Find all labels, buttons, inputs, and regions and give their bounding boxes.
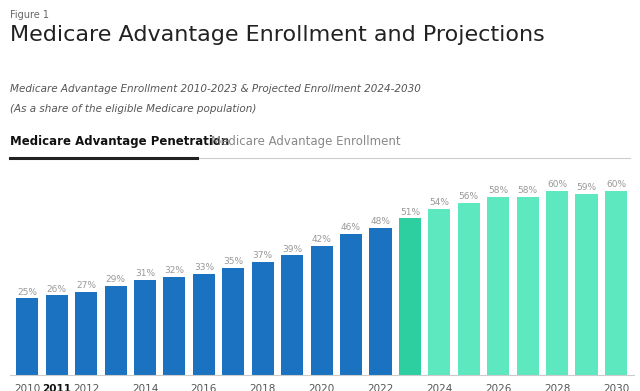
Text: (As a share of the eligible Medicare population): (As a share of the eligible Medicare pop…: [10, 104, 256, 114]
Text: Figure 1: Figure 1: [10, 10, 49, 20]
Text: 27%: 27%: [76, 282, 96, 291]
Text: 46%: 46%: [341, 223, 361, 232]
Text: 26%: 26%: [47, 285, 67, 294]
Text: 54%: 54%: [429, 198, 449, 207]
Bar: [163, 277, 186, 375]
Text: Medicare Advantage Enrollment 2010-2023 & Projected Enrollment 2024-2030: Medicare Advantage Enrollment 2010-2023 …: [10, 84, 420, 94]
Bar: [252, 262, 274, 375]
Bar: [310, 246, 333, 375]
Text: 60%: 60%: [606, 180, 626, 189]
Bar: [16, 298, 38, 375]
Text: 37%: 37%: [253, 251, 273, 260]
Bar: [487, 197, 509, 375]
Text: 35%: 35%: [223, 257, 243, 266]
Bar: [428, 209, 451, 375]
Bar: [281, 255, 303, 375]
Bar: [605, 191, 627, 375]
Text: 58%: 58%: [488, 186, 508, 195]
Text: 51%: 51%: [400, 208, 420, 217]
Text: 29%: 29%: [106, 275, 125, 284]
Text: Medicare Advantage Enrollment and Projections: Medicare Advantage Enrollment and Projec…: [10, 25, 545, 45]
Bar: [399, 219, 421, 375]
Text: 32%: 32%: [164, 266, 184, 275]
Text: 59%: 59%: [577, 183, 596, 192]
Bar: [222, 268, 244, 375]
Bar: [516, 197, 539, 375]
Text: Medicare Advantage Penetration: Medicare Advantage Penetration: [10, 135, 229, 148]
Text: 25%: 25%: [17, 288, 37, 297]
Text: 39%: 39%: [282, 244, 302, 253]
Bar: [75, 292, 97, 375]
Text: 56%: 56%: [459, 192, 479, 201]
Bar: [193, 274, 215, 375]
Text: 33%: 33%: [194, 263, 214, 272]
Bar: [45, 295, 68, 375]
Text: 60%: 60%: [547, 180, 567, 189]
Bar: [104, 286, 127, 375]
Text: 31%: 31%: [135, 269, 155, 278]
Text: Medicare Advantage Enrollment: Medicare Advantage Enrollment: [211, 135, 401, 148]
Bar: [575, 194, 598, 375]
Bar: [340, 234, 362, 375]
Bar: [546, 191, 568, 375]
Bar: [458, 203, 480, 375]
Bar: [134, 280, 156, 375]
Bar: [369, 228, 392, 375]
Text: 42%: 42%: [312, 235, 332, 244]
Text: 58%: 58%: [518, 186, 538, 195]
Text: 48%: 48%: [371, 217, 390, 226]
